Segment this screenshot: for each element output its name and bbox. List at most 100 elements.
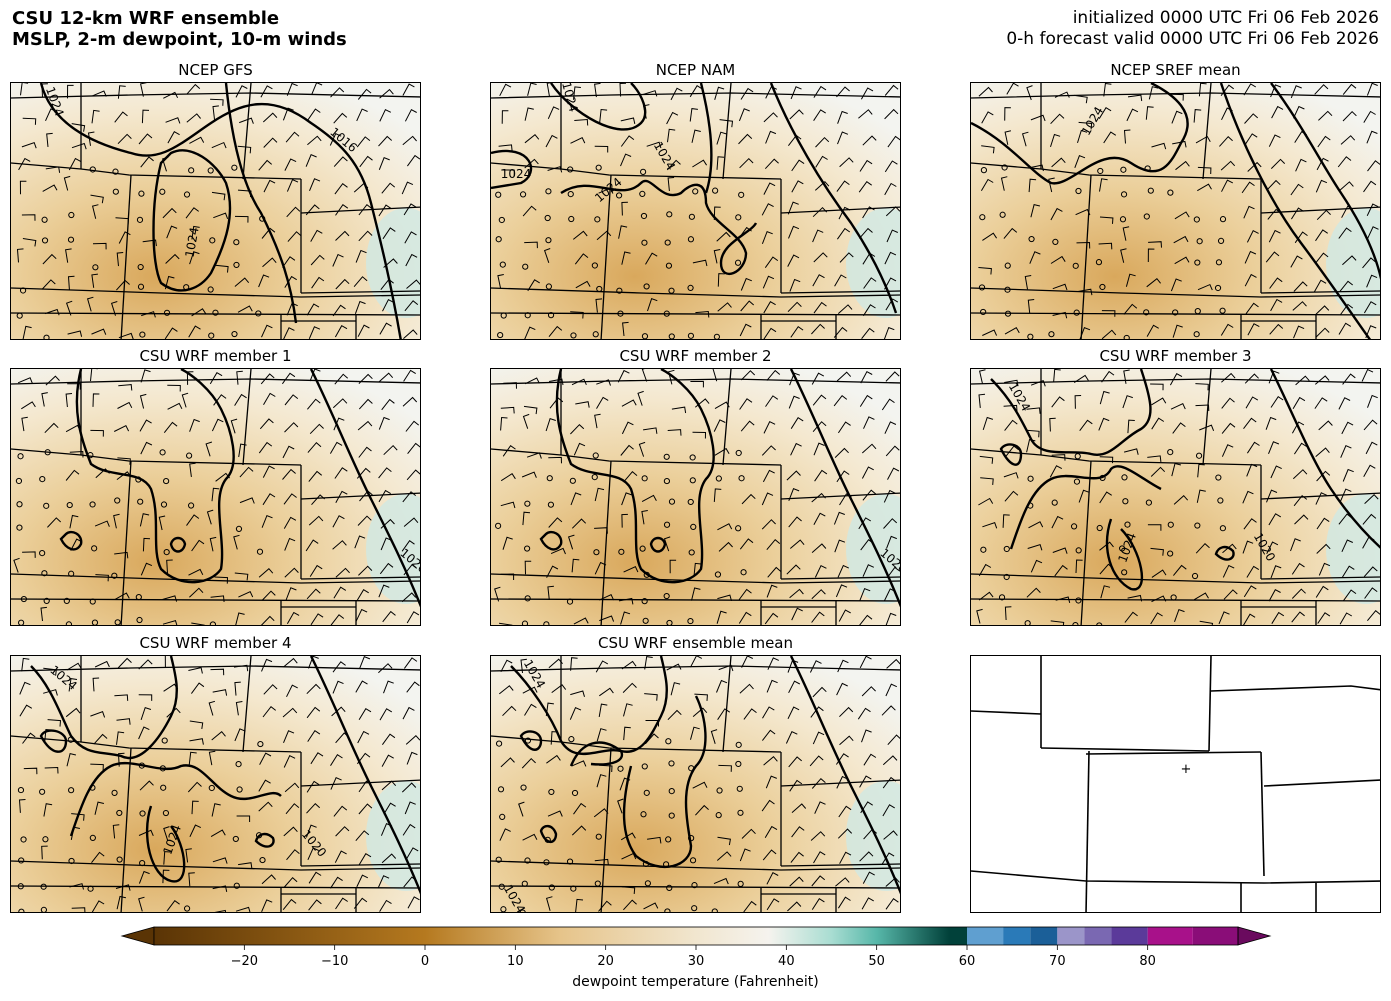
wind-barb [1363, 464, 1376, 477]
wind-barb [1290, 207, 1304, 220]
wind-barb [885, 371, 900, 382]
wind-barb [358, 373, 373, 384]
calm-wind-circle [687, 236, 695, 243]
wind-barb [43, 803, 53, 817]
wind-barb [333, 586, 347, 599]
wind-barb [813, 851, 826, 864]
isobar [1270, 83, 1380, 280]
wind-barb [310, 229, 323, 242]
wind-barb [186, 83, 201, 95]
wind-barb [167, 131, 180, 144]
wind-barb [90, 763, 104, 771]
wind-barb [114, 592, 130, 600]
wind-barb [594, 487, 605, 502]
panel-title-gfs: NCEP GFS [178, 61, 253, 79]
calm-wind-circle [68, 857, 75, 865]
wind-barb [716, 610, 727, 624]
colorbar [120, 926, 1272, 950]
wind-barb [667, 709, 682, 721]
wind-barb [692, 781, 708, 789]
wind-barb [766, 679, 778, 693]
calm-wind-circle [1215, 259, 1223, 266]
wind-barb [140, 562, 153, 576]
wind-barb [790, 851, 804, 863]
wind-barb [90, 711, 106, 718]
calm-wind-circle [1004, 310, 1012, 317]
wind-barb [1218, 611, 1230, 625]
wind-barb [858, 181, 872, 193]
wind-barb [694, 693, 708, 701]
wind-barb [41, 392, 48, 407]
wind-barb [332, 540, 347, 550]
wind-barb [287, 231, 302, 242]
wind-barb [718, 541, 733, 552]
wind-barb [1002, 514, 1010, 528]
wind-barb [43, 689, 58, 696]
wind-barb [839, 735, 854, 746]
wind-barb [881, 398, 895, 411]
wind-barb [211, 141, 227, 149]
wind-barb [646, 141, 662, 149]
wind-barb [812, 206, 828, 218]
calm-wind-circle [545, 188, 552, 195]
wind-barb [283, 755, 296, 768]
wind-barb [518, 801, 525, 817]
wind-barb [258, 274, 270, 288]
calm-wind-circle [665, 836, 672, 843]
wind-barb [402, 823, 416, 836]
wind-barb [378, 372, 394, 383]
wind-barb [209, 372, 223, 385]
wind-barb [138, 829, 154, 836]
wind-barb [214, 576, 229, 584]
calm-wind-circle [495, 740, 503, 747]
calm-wind-circle [1147, 187, 1154, 194]
wind-barb [357, 88, 372, 100]
wind-barb [788, 395, 800, 409]
state-border [971, 378, 1380, 385]
wind-barb [520, 658, 527, 674]
wind-barb [689, 85, 703, 98]
calm-wind-circle [114, 619, 121, 625]
wind-barb [982, 521, 998, 529]
wind-barb [810, 831, 826, 841]
wind-barb [381, 733, 396, 745]
wind-barb [1318, 110, 1333, 121]
wind-barb [65, 248, 72, 263]
wind-barb [163, 91, 179, 99]
calm-wind-circle [521, 880, 528, 887]
wind-barb [259, 418, 274, 430]
wind-barb [308, 899, 322, 911]
isobar [309, 369, 420, 608]
wind-barb [620, 117, 636, 125]
wind-barb [71, 907, 86, 912]
calm-wind-circle [135, 593, 142, 601]
calm-wind-circle [1193, 216, 1200, 223]
wind-barb [623, 470, 638, 482]
wind-barb [739, 323, 752, 337]
calm-wind-circle [92, 264, 99, 271]
calm-wind-circle [236, 786, 243, 793]
wind-barb [839, 252, 854, 263]
calm-wind-circle [163, 309, 171, 316]
wind-barb [406, 611, 420, 624]
wind-barb [284, 782, 300, 793]
wind-barb [1244, 133, 1258, 146]
wind-barb [593, 808, 609, 818]
wind-barb [1293, 105, 1305, 119]
wind-barb [569, 707, 582, 720]
calm-wind-circle [689, 454, 696, 461]
wind-barb [762, 469, 775, 483]
wind-barb [693, 562, 702, 577]
wind-barb [1314, 279, 1327, 292]
calm-wind-circle [1048, 331, 1055, 338]
wind-barb [862, 206, 875, 219]
calm-wind-circle [668, 760, 675, 767]
isobar [971, 83, 1189, 185]
calm-wind-circle [592, 331, 599, 338]
calm-wind-circle [163, 477, 170, 485]
wind-barb [835, 584, 848, 598]
wind-barb [1220, 323, 1234, 336]
wind-barb [1290, 538, 1301, 552]
wind-barb [548, 517, 563, 528]
